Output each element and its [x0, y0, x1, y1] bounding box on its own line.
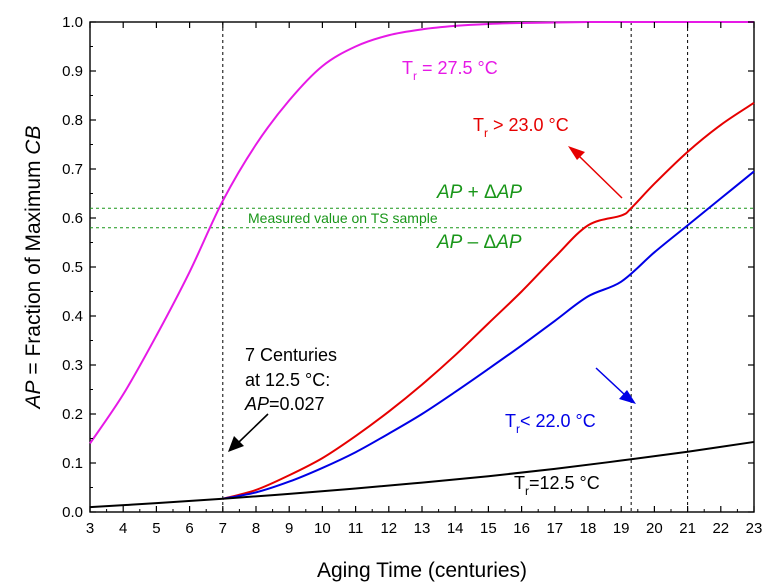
y-tick-label: 0.7	[62, 161, 83, 178]
series-line-2	[222, 170, 755, 500]
x-tick-label: 4	[119, 520, 127, 537]
y-tick-label: 0.0	[62, 504, 83, 521]
label-t275: Tr = 27.5 °C	[402, 58, 498, 83]
series-line-0	[89, 20, 754, 444]
arrow-blue-head	[619, 390, 636, 404]
label-t220: Tr< 22.0 °C	[505, 411, 596, 436]
x-tick-label: 10	[314, 520, 331, 537]
label-centuries-2: at 12.5 °C:	[245, 370, 330, 390]
x-tick-label: 15	[480, 520, 497, 537]
x-tick-label: 23	[746, 520, 763, 537]
y-tick-label: 0.6	[62, 210, 83, 227]
x-tick-label: 14	[447, 520, 464, 537]
label-centuries-3: AP=0.027	[244, 394, 325, 414]
annotation-arrows	[228, 146, 636, 452]
x-tick-label: 19	[613, 520, 630, 537]
x-tick-label: 13	[414, 520, 431, 537]
label-t230: Tr > 23.0 °C	[473, 115, 569, 140]
x-tick-label: 16	[513, 520, 530, 537]
y-tick-label: 0.5	[62, 259, 83, 276]
x-tick-label: 17	[546, 520, 563, 537]
series-line-3	[89, 440, 755, 509]
x-tick-label: 6	[185, 520, 193, 537]
arrow-black-head	[228, 436, 244, 452]
x-tick-label: 22	[712, 520, 729, 537]
x-tick-label: 5	[152, 520, 160, 537]
arrow-black	[238, 413, 269, 443]
plot-frame	[89, 21, 755, 513]
x-tick-label: 11	[348, 520, 364, 537]
y-axis-title: AP = Fraction of Maximum CB	[22, 125, 45, 410]
y-tick-label: 0.1	[62, 455, 83, 472]
x-tick-label: 21	[679, 520, 696, 537]
annotations: Tr = 27.5 °C Tr > 23.0 °C Tr< 22.0 °C Tr…	[244, 58, 600, 498]
y-tick-label: 1.0	[62, 14, 83, 31]
x-tick-label: 20	[646, 520, 663, 537]
reference-lines	[90, 22, 754, 512]
x-axis-title: Aging Time (centuries)	[317, 559, 527, 582]
y-tick-label: 0.9	[62, 63, 83, 80]
y-tick-label: 0.3	[62, 357, 83, 374]
label-ap-plus: AP + ΔAP	[436, 182, 522, 203]
label-ap-minus: AP – ΔAP	[436, 232, 522, 253]
label-t125: Tr=12.5 °C	[514, 473, 600, 498]
x-tick-label: 3	[86, 520, 94, 537]
y-tick-label: 0.2	[62, 406, 83, 423]
label-measured: Measured value on TS sample	[248, 210, 438, 226]
series-curves	[89, 20, 755, 509]
axis-ticks: 3 4 5 6 7 8 9 10 11 12 13 14 15 16 17 18 19 20 21 22 23 0.0 0.…	[62, 14, 762, 537]
label-centuries-1: 7 Centuries	[245, 345, 337, 365]
y-tick-label: 0.8	[62, 112, 83, 129]
arrow-blue	[595, 367, 626, 396]
x-tick-label: 9	[285, 520, 293, 537]
x-tick-label: 12	[380, 520, 397, 537]
x-tick-label: 8	[252, 520, 260, 537]
arrow-red-head	[568, 146, 585, 160]
x-tick-label: 18	[580, 520, 597, 537]
x-tick-label: 7	[219, 520, 227, 537]
arrow-red	[578, 155, 623, 199]
series-line-1	[222, 102, 755, 500]
y-tick-label: 0.4	[62, 308, 83, 325]
